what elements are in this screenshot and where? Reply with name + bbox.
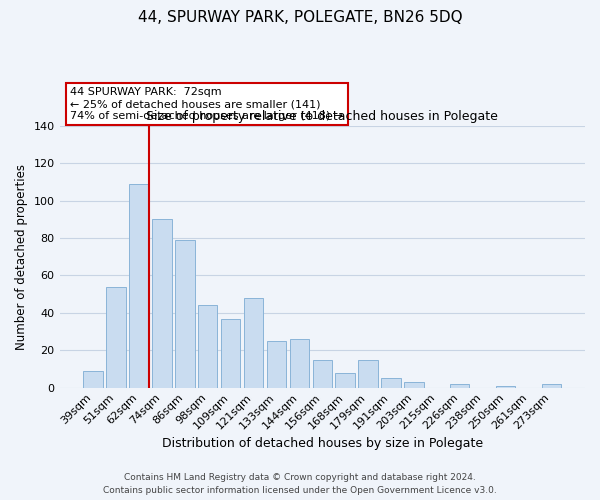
Bar bbox=[313, 360, 332, 388]
Text: 44, SPURWAY PARK, POLEGATE, BN26 5DQ: 44, SPURWAY PARK, POLEGATE, BN26 5DQ bbox=[137, 10, 463, 25]
Bar bbox=[267, 341, 286, 388]
Bar bbox=[175, 240, 194, 388]
Bar bbox=[152, 220, 172, 388]
X-axis label: Distribution of detached houses by size in Polegate: Distribution of detached houses by size … bbox=[162, 437, 483, 450]
Bar bbox=[450, 384, 469, 388]
Bar bbox=[542, 384, 561, 388]
Bar bbox=[106, 286, 126, 388]
Bar bbox=[358, 360, 378, 388]
Y-axis label: Number of detached properties: Number of detached properties bbox=[15, 164, 28, 350]
Title: Size of property relative to detached houses in Polegate: Size of property relative to detached ho… bbox=[146, 110, 498, 124]
Text: Contains HM Land Registry data © Crown copyright and database right 2024.
Contai: Contains HM Land Registry data © Crown c… bbox=[103, 474, 497, 495]
Bar bbox=[198, 306, 217, 388]
Bar bbox=[83, 371, 103, 388]
Bar bbox=[335, 372, 355, 388]
Text: 44 SPURWAY PARK:  72sqm
← 25% of detached houses are smaller (141)
74% of semi-d: 44 SPURWAY PARK: 72sqm ← 25% of detached… bbox=[70, 88, 343, 120]
Bar bbox=[404, 382, 424, 388]
Bar bbox=[129, 184, 149, 388]
Bar bbox=[496, 386, 515, 388]
Bar bbox=[244, 298, 263, 388]
Bar bbox=[290, 339, 309, 388]
Bar bbox=[221, 318, 241, 388]
Bar bbox=[381, 378, 401, 388]
